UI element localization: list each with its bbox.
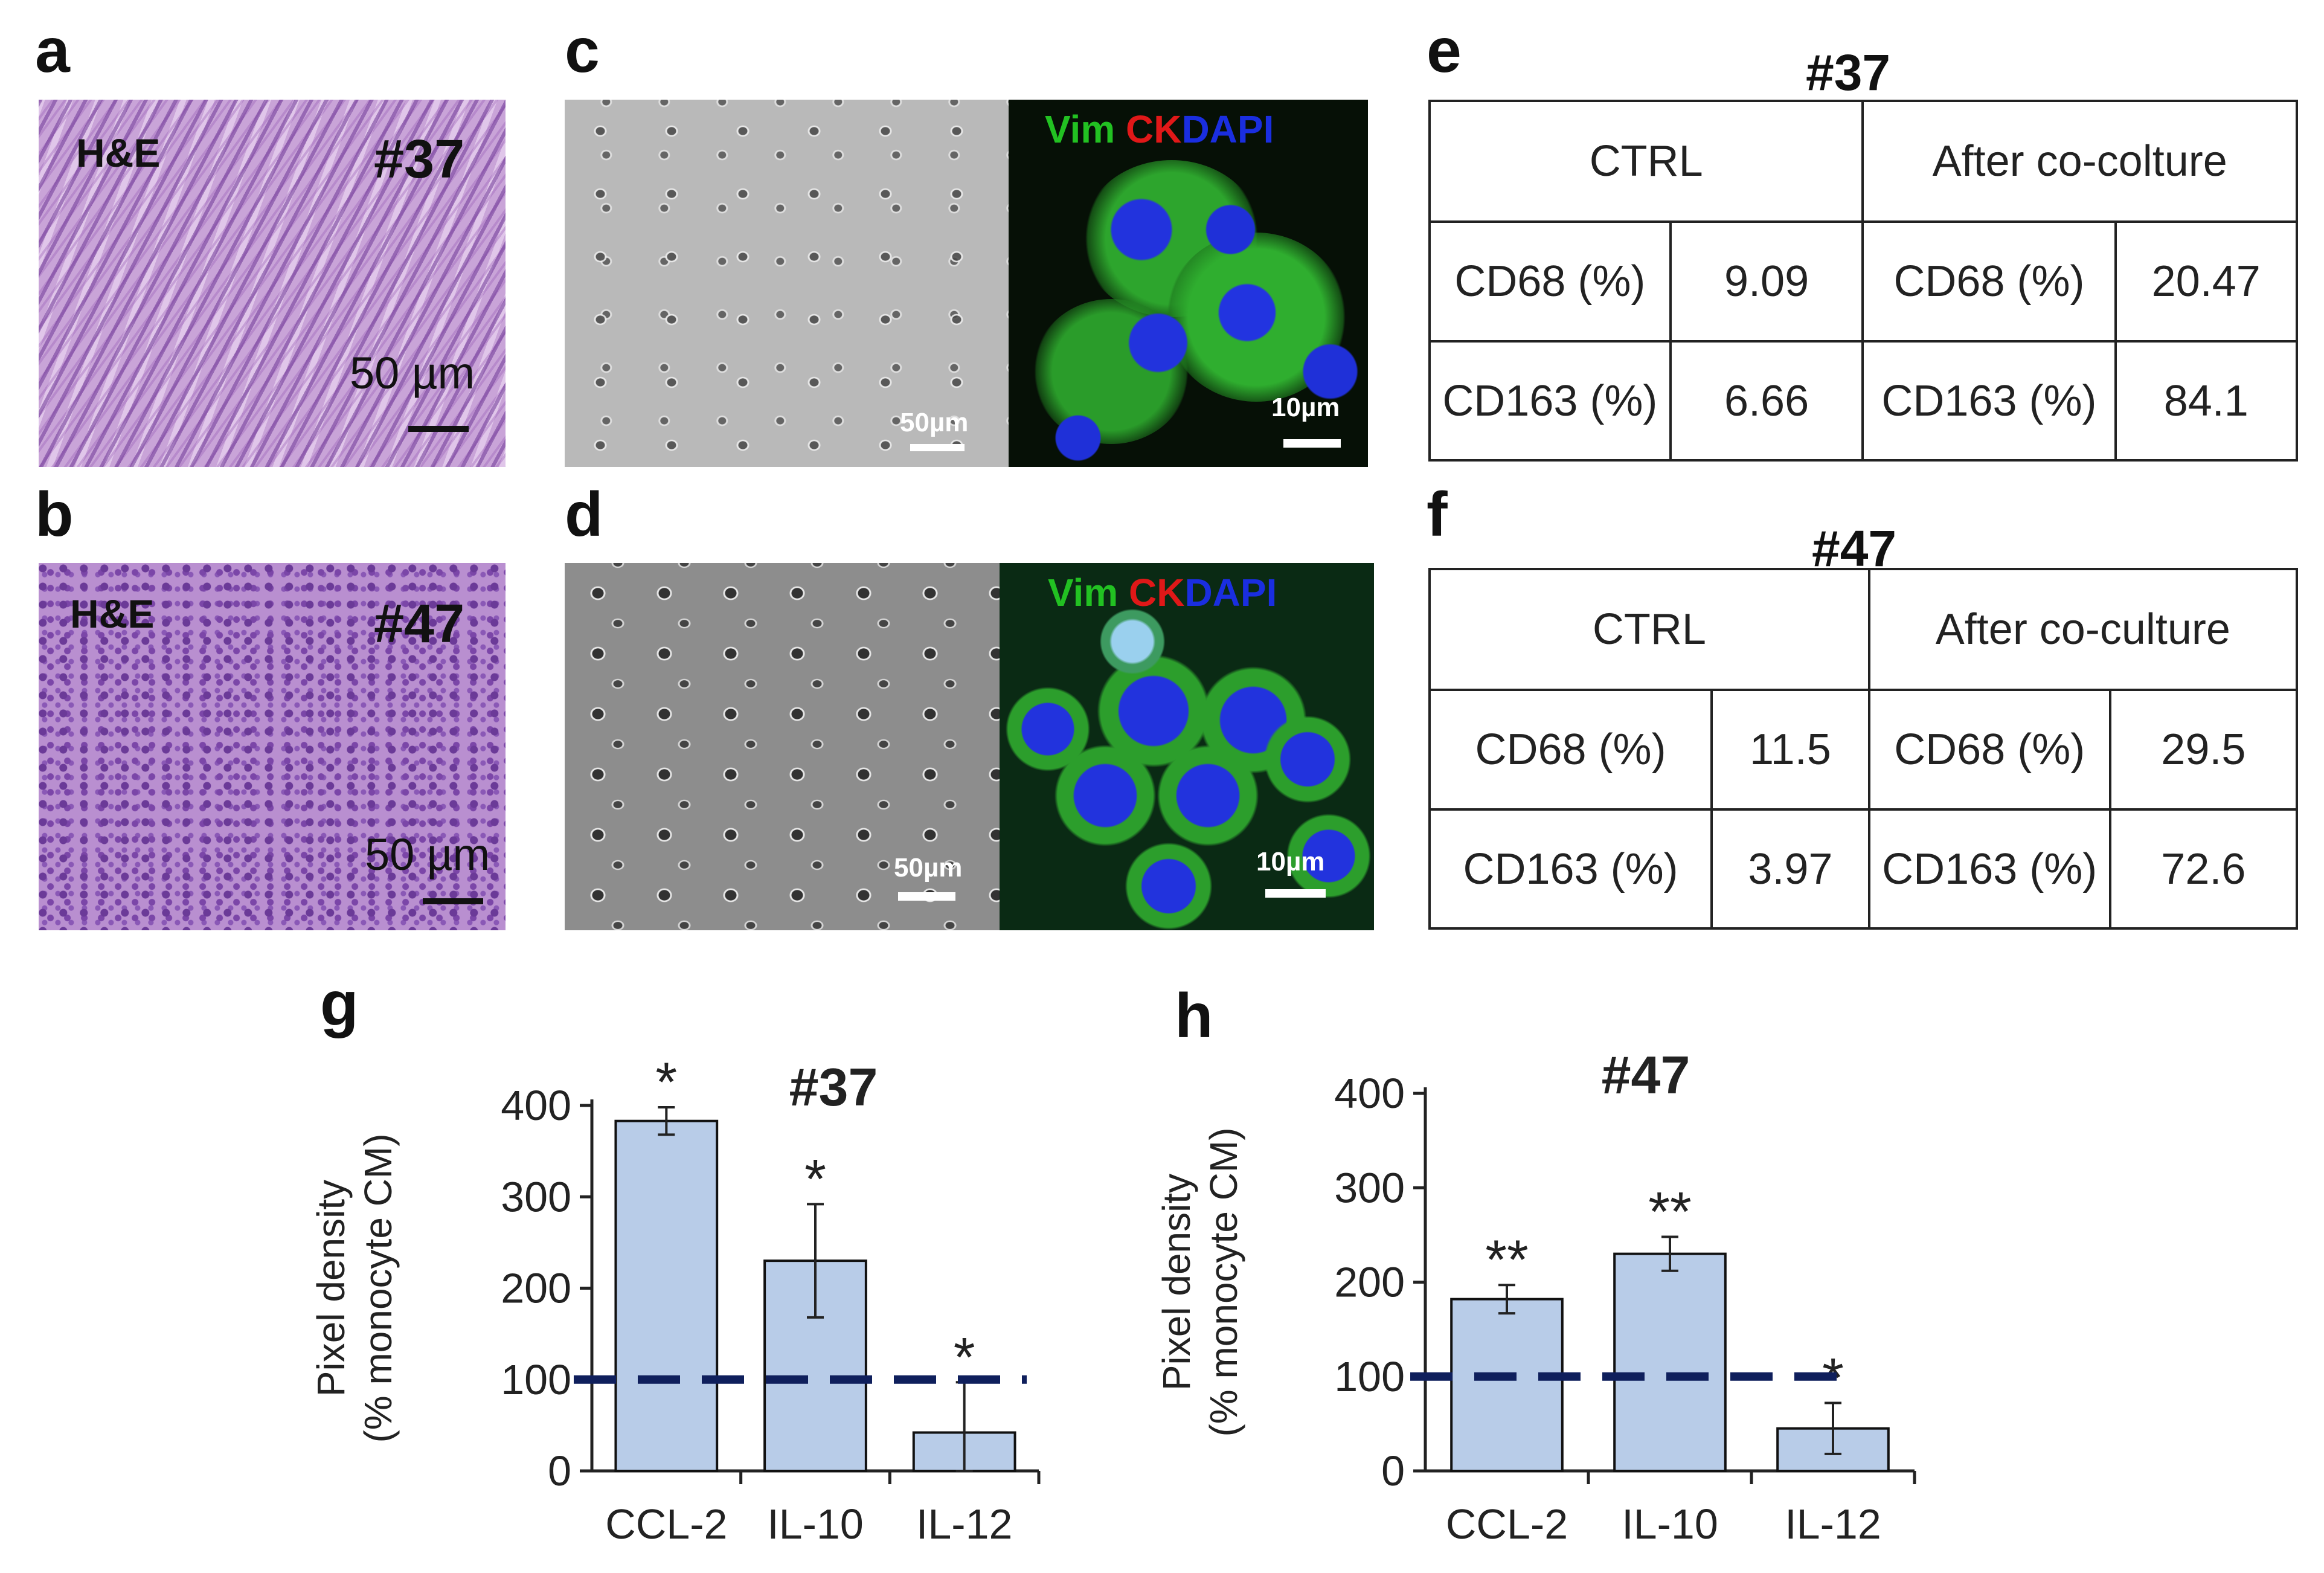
after-label: CD163 (%): [1867, 808, 2111, 930]
ck-label: CK: [1126, 108, 1182, 151]
y-tick-label: 100: [1334, 1353, 1405, 1400]
after-label: CD163 (%): [1861, 340, 2117, 462]
ctrl-label: CD68 (%): [1428, 689, 1713, 811]
x-tick-label: CCL-2: [605, 1501, 727, 1548]
y-tick-label: 100: [501, 1356, 571, 1403]
histology-image-37: H&E #37 50 µm: [39, 100, 506, 467]
scale-bar: [910, 444, 965, 451]
scale-bar: [898, 892, 955, 901]
table-row: CD68 (%) 9.09 CD68 (%) 20.47: [1428, 220, 2299, 343]
x-tick-label: IL-10: [1622, 1501, 1718, 1548]
header-after: After co-culture: [1867, 568, 2299, 691]
vim-label: Vim: [1048, 571, 1119, 614]
table-row: CD163 (%) 3.97 CD163 (%) 72.6: [1428, 808, 2299, 930]
y-axis-label: Pixel density: [1157, 1174, 1198, 1391]
scale-label: 50µm: [894, 853, 963, 883]
ctrl-value: 3.97: [1710, 808, 1870, 930]
x-tick-label: IL-12: [916, 1501, 1013, 1548]
ctrl-value: 6.66: [1669, 340, 1864, 462]
header-ctrl: CTRL: [1428, 100, 1864, 223]
significance-marker: *: [655, 1052, 677, 1113]
ctrl-value: 9.09: [1669, 220, 1864, 343]
after-value: 20.47: [2114, 220, 2299, 343]
histology-image-47: H&E #47 50 µm: [39, 563, 506, 930]
significance-marker: **: [1485, 1229, 1529, 1291]
y-tick-label: 400: [501, 1082, 571, 1129]
ctrl-value: 11.5: [1710, 689, 1870, 811]
panel-label-c: c: [565, 16, 600, 86]
y-tick-label: 0: [1381, 1447, 1405, 1494]
y-axis-label-2: (% monocyte CM): [356, 1133, 400, 1443]
stain-label: H&E: [76, 130, 161, 175]
table-row: CD163 (%) 6.66 CD163 (%) 84.1: [1428, 340, 2299, 462]
sample-label: #37: [374, 129, 465, 190]
ctrl-label: CD163 (%): [1428, 340, 1672, 462]
scale-label: 10µm: [1271, 393, 1340, 422]
ck-label: CK: [1129, 571, 1185, 614]
y-tick-label: 200: [1334, 1259, 1405, 1306]
bar-chart-37: 0 100 200 300 400 Pixel density (% monocyte CM…: [309, 1052, 1041, 1548]
y-tick-label: 0: [548, 1447, 571, 1494]
scale-bar: [1265, 889, 1326, 898]
panel-label-b: b: [35, 480, 74, 550]
panel-label-g: g: [320, 969, 359, 1039]
y-tick-label: 300: [1334, 1164, 1405, 1211]
scale-bar: [408, 426, 469, 432]
chart-title: #47: [1602, 1045, 1690, 1105]
dapi-label: DAPI: [1184, 571, 1277, 614]
bar-chart-47: 0 100 200 300 400 Pixel density (% monocyte CM…: [1157, 1045, 1916, 1548]
scale-label: 50 µm: [365, 829, 490, 880]
phase-contrast-image-47: 50µm: [565, 563, 1000, 930]
panel-label-d: d: [565, 480, 603, 550]
after-value: 29.5: [2108, 689, 2299, 811]
vim-label: Vim: [1045, 108, 1115, 151]
y-axis-label: Pixel density: [309, 1180, 353, 1397]
panel-label-f: f: [1427, 480, 1448, 550]
scale-label: 50 µm: [350, 348, 475, 398]
table-f: CTRL After co-culture CD68 (%) 11.5 CD68…: [1428, 568, 2299, 930]
panel-label-a: a: [35, 16, 70, 86]
table-row: CD68 (%) 11.5 CD68 (%) 29.5: [1428, 689, 2299, 811]
y-tick-label: 200: [501, 1265, 571, 1312]
x-tick-label: IL-10: [767, 1501, 864, 1548]
after-label: CD68 (%): [1867, 689, 2111, 811]
ctrl-label: CD163 (%): [1428, 808, 1713, 930]
x-tick-label: CCL-2: [1446, 1501, 1568, 1548]
y-tick-label: 300: [501, 1173, 571, 1220]
bar: [614, 1119, 719, 1472]
header-after: After co-colture: [1861, 100, 2298, 223]
y-axis-label-2: (% monocyte CM): [1202, 1127, 1245, 1436]
panel-label-e: e: [1427, 16, 1462, 86]
chart-title: #37: [789, 1057, 878, 1117]
bar: [1613, 1252, 1727, 1472]
sample-label: #47: [374, 594, 465, 654]
scale-label: 10µm: [1256, 847, 1325, 877]
header-ctrl: CTRL: [1428, 568, 1870, 691]
scale-bar: [423, 898, 483, 904]
bar: [1450, 1298, 1564, 1472]
panel-label-h: h: [1175, 981, 1213, 1051]
scale-bar: [1283, 439, 1341, 448]
phase-contrast-image-37: 50µm: [565, 100, 1009, 467]
after-label: CD68 (%): [1861, 220, 2117, 343]
significance-marker: *: [804, 1148, 826, 1210]
table-title: #37: [1806, 44, 1891, 101]
ctrl-label: CD68 (%): [1428, 220, 1672, 343]
after-value: 84.1: [2114, 340, 2299, 462]
y-tick-label: 400: [1334, 1070, 1405, 1117]
fluorescence-image-47: Vim CKDAPI 10µm: [1000, 563, 1374, 930]
x-tick-label: IL-12: [1785, 1501, 1881, 1548]
significance-marker: **: [1648, 1182, 1692, 1243]
stain-label: H&E: [70, 591, 155, 636]
dapi-label: DAPI: [1181, 108, 1274, 151]
scale-label: 50µm: [900, 408, 969, 437]
after-value: 72.6: [2108, 808, 2299, 930]
fluorescence-image-37: Vim CKDAPI 10µm: [1009, 100, 1368, 467]
table-e: CTRL After co-colture CD68 (%) 9.09 CD68…: [1428, 100, 2299, 462]
table-title: #47: [1812, 520, 1897, 577]
